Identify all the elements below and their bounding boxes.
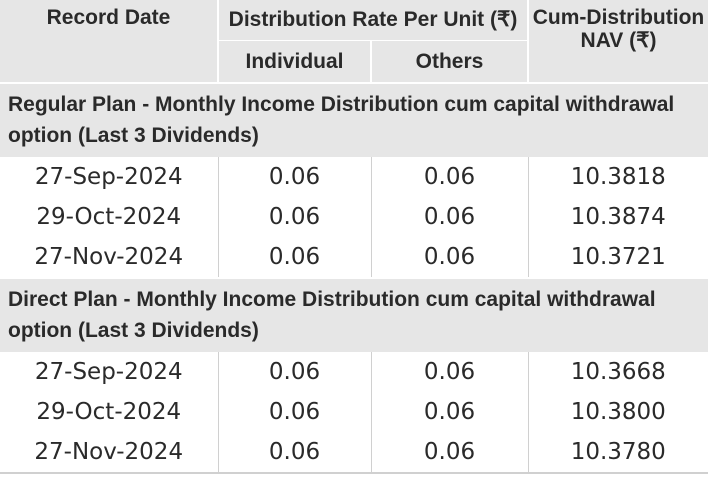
record-date-cell: 29-Oct-2024 (36, 399, 182, 425)
record-date-cell: 27-Nov-2024 (0, 432, 218, 474)
cum-nav-header: Cum-Distribution NAV (₹) (527, 0, 709, 84)
section-title: Regular Plan - Monthly Income Distributi… (0, 82, 709, 157)
table-row: 27-Nov-2024 0.06 0.06 10.3780 (0, 432, 709, 474)
individual-rate-cell: 0.06 (217, 237, 371, 278)
record-date-header: Record Date (0, 0, 218, 84)
nav-cell: 10.3874 (527, 197, 709, 237)
nav-cell: 10.3818 (527, 157, 709, 197)
table-header: Record Date Distribution Rate Per Unit (… (0, 0, 709, 84)
individual-rate-cell: 0.06 (217, 352, 371, 392)
others-rate-cell: 0.06 (370, 352, 529, 392)
others-rate-cell: 0.06 (370, 432, 529, 474)
table-row: 29-Oct-2024 0.06 0.06 10.3800 (0, 392, 709, 432)
direct-plan-section: Direct Plan - Monthly Income Distributio… (0, 277, 709, 474)
others-rate-cell: 0.06 (370, 237, 529, 278)
distribution-rate-header: Distribution Rate Per Unit (₹) (216, 0, 529, 41)
record-date-cell: 27-Sep-2024 (34, 164, 183, 190)
nav-cell: 10.3668 (527, 352, 709, 392)
individual-rate-cell: 0.06 (217, 157, 371, 197)
table-row: 27-Sep-2024 0.06 0.06 10.3668 (0, 352, 709, 392)
others-rate-cell: 0.06 (370, 157, 529, 197)
dividend-table: Record Date Distribution Rate Per Unit (… (0, 0, 709, 474)
nav-cell: 10.3721 (527, 237, 709, 278)
others-rate-cell: 0.06 (370, 392, 529, 432)
section-title: Direct Plan - Monthly Income Distributio… (0, 277, 709, 352)
table-row: 29-Oct-2024 0.06 0.06 10.3874 (0, 197, 709, 237)
table-row: 27-Nov-2024 0.06 0.06 10.3721 (0, 237, 709, 278)
others-header: Others (369, 40, 529, 83)
individual-rate-cell: 0.06 (217, 432, 371, 474)
individual-header: Individual (217, 40, 371, 83)
record-date-cell: 27-Sep-2024 (34, 359, 183, 385)
individual-rate-cell: 0.06 (217, 392, 371, 432)
table-row: 27-Sep-2024 0.06 0.06 10.3818 (0, 157, 709, 197)
nav-cell: 10.3780 (527, 432, 709, 474)
record-date-cell: 27-Nov-2024 (34, 244, 184, 270)
cum-nav-header-line1: Cum-Distribution (532, 6, 705, 29)
individual-rate-cell: 0.06 (217, 197, 371, 237)
regular-plan-section: Regular Plan - Monthly Income Distributi… (0, 82, 709, 278)
nav-cell: 10.3800 (527, 392, 709, 432)
record-date-cell: 29-Oct-2024 (36, 204, 182, 230)
others-rate-cell: 0.06 (370, 197, 529, 237)
cum-nav-header-line2: NAV (₹) (580, 29, 657, 53)
